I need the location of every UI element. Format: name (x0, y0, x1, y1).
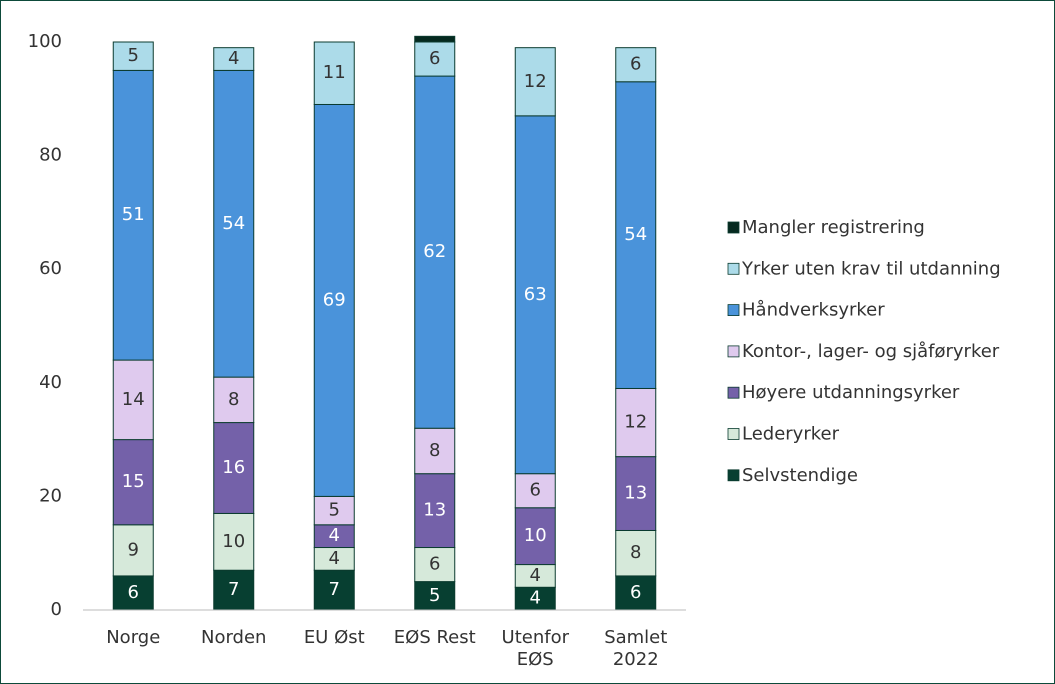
bar-segment (414, 473, 456, 549)
bar-segment (615, 47, 657, 83)
bar-segment (112, 439, 154, 526)
legend-label: Håndverksyrker (742, 300, 885, 321)
y-tick-label: 60 (39, 258, 62, 279)
bar-segment (112, 575, 154, 611)
data-label: 4 (530, 588, 541, 609)
y-tick-label: 100 (28, 31, 62, 52)
legend-swatch (727, 262, 740, 275)
x-tick-label: 2022 (613, 649, 659, 670)
y-tick-label: 20 (39, 485, 62, 506)
legend-swatch (727, 221, 740, 234)
bar-segment (514, 507, 556, 566)
data-label: 5 (329, 500, 340, 521)
bar-segment (313, 41, 355, 105)
data-label: 6 (429, 48, 440, 69)
data-label: 4 (329, 525, 340, 546)
bar-segment (313, 569, 355, 611)
bar-segment (414, 547, 456, 583)
bar-segment (615, 81, 657, 389)
data-label: 6 (530, 480, 541, 501)
data-label: 10 (524, 525, 547, 546)
data-label: 62 (423, 241, 446, 262)
data-label: 12 (524, 71, 547, 92)
bar-segment (112, 69, 154, 361)
data-label: 54 (624, 224, 647, 245)
data-label: 8 (429, 440, 440, 461)
y-tick-label: 40 (39, 372, 62, 393)
data-label: 16 (222, 457, 245, 478)
data-label: 4 (329, 548, 340, 569)
data-label: 51 (122, 204, 145, 225)
x-tick-label: EØS Rest (394, 627, 476, 648)
x-tick-label: Samlet (604, 627, 667, 648)
bar-segment (313, 103, 355, 497)
bar-segment (213, 569, 255, 611)
y-tick-label: 0 (51, 599, 62, 620)
x-tick-label: EØS (517, 649, 554, 670)
legend-swatch (727, 386, 740, 399)
bar-segment (112, 41, 154, 71)
data-label: 14 (122, 389, 145, 410)
data-label: 6 (630, 582, 641, 603)
bar-segment (414, 35, 456, 43)
data-label: 10 (222, 531, 245, 552)
legend-swatch (727, 428, 740, 440)
bar-segment (414, 427, 456, 475)
bar-segment (213, 69, 255, 378)
data-label: 7 (228, 579, 239, 600)
bar-segment (615, 387, 657, 458)
bar-segment (514, 47, 556, 117)
data-label: 12 (624, 412, 647, 433)
data-label: 4 (228, 48, 239, 69)
bar-segment (213, 376, 255, 424)
data-label: 13 (423, 500, 446, 521)
legend-swatch (727, 345, 740, 358)
bar-segment (615, 456, 657, 531)
bar-segment (313, 495, 355, 526)
x-tick-label: Norge (106, 627, 160, 648)
bar-segment (213, 512, 255, 571)
legend-swatch (727, 304, 740, 317)
data-label: 6 (128, 582, 139, 603)
legend-label: Yrker uten krav til utdanning (741, 258, 1001, 279)
data-label: 8 (228, 389, 239, 410)
bar-segment (514, 115, 556, 475)
data-label: 54 (222, 213, 245, 234)
legend-label: Lederyrker (742, 424, 840, 445)
data-label: 8 (630, 542, 641, 563)
x-tick-label: EU Øst (304, 627, 365, 648)
data-label: 9 (128, 539, 139, 560)
legend-label: Mangler registrering (742, 217, 925, 238)
bar-segment (615, 529, 657, 577)
legend-label: Selvstendige (742, 465, 858, 486)
legend-label: Høyere utdanningsyrker (742, 382, 960, 403)
data-label: 5 (128, 45, 139, 66)
data-label: 13 (624, 483, 647, 504)
data-label: 15 (122, 471, 145, 492)
data-label: 4 (530, 565, 541, 586)
bar-segment (414, 581, 456, 611)
legend-swatch (727, 469, 740, 482)
data-label: 63 (524, 284, 547, 305)
legend-label: Kontor-, lager- og sjåføryrker (742, 341, 1000, 362)
data-label: 6 (630, 54, 641, 75)
x-tick-label: Norden (201, 627, 266, 648)
bar-segment (213, 422, 255, 514)
x-tick-label: Utenfor (502, 627, 570, 648)
data-label: 69 (323, 289, 346, 310)
data-label: 5 (429, 585, 440, 606)
data-label: 11 (323, 62, 346, 83)
y-tick-label: 80 (39, 145, 62, 166)
bar-segment (112, 359, 154, 441)
bar-segment (414, 41, 456, 77)
bar-segment (514, 473, 556, 509)
data-label: 7 (329, 579, 340, 600)
bar-segment (414, 75, 456, 429)
bar-segment (213, 47, 255, 71)
data-label: 6 (429, 554, 440, 575)
